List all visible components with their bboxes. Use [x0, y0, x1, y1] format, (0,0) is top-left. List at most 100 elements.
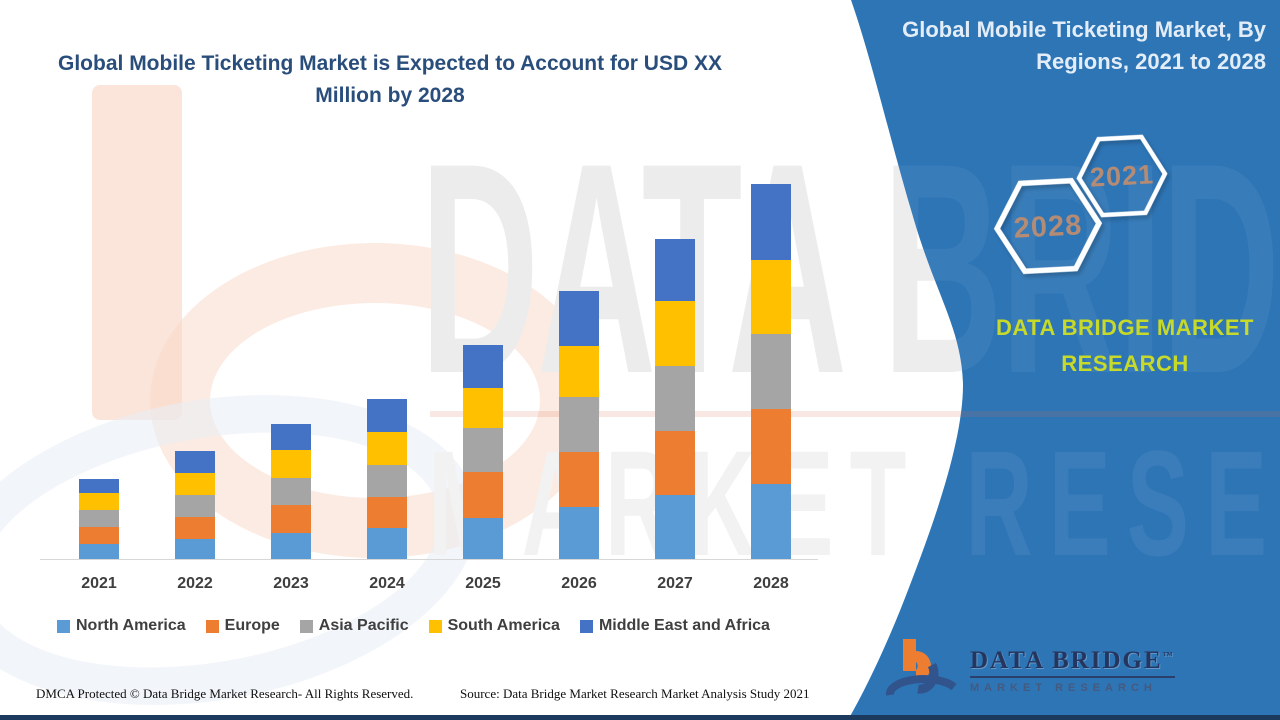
bar-segment-europe — [367, 497, 407, 528]
bar-segment-middle-east-and-africa — [79, 479, 119, 493]
legend-swatch-asia-pacific — [299, 619, 313, 633]
bar-segment-europe — [655, 431, 695, 495]
legend-item-europe: Europe — [205, 617, 280, 635]
legend-label-asia-pacific: Asia Pacific — [318, 617, 409, 634]
brand-name-line2: RESEARCH — [1061, 351, 1189, 376]
bar-segment-asia-pacific — [751, 334, 791, 409]
company-logo-text: DATA BRIDGE™ MARKET RESEARCH — [970, 647, 1175, 694]
brand-name-line1: DATA BRIDGE MARKET — [996, 315, 1254, 340]
panel-title: Global Mobile Ticketing Market, By Regio… — [846, 14, 1266, 78]
bar-segment-north-america — [367, 528, 407, 559]
bar-segment-south-america — [559, 346, 599, 397]
legend-label-north-america: North America — [76, 617, 186, 634]
x-axis-label-2024: 2024 — [369, 575, 405, 592]
bottom-border-bar — [0, 715, 1280, 720]
bar-segment-asia-pacific — [463, 428, 503, 472]
legend-item-middle-east-and-africa: Middle East and Africa — [579, 617, 770, 635]
bar-segment-north-america — [271, 533, 311, 559]
bar-segment-middle-east-and-africa — [655, 239, 695, 301]
hexagon-2028-label: 2028 — [1013, 209, 1083, 245]
x-axis-label-2021: 2021 — [81, 575, 117, 592]
bar-segment-middle-east-and-africa — [175, 451, 215, 473]
bar-segment-middle-east-and-africa — [751, 184, 791, 260]
bar-segment-north-america — [79, 544, 119, 559]
bar-2023 — [271, 424, 311, 559]
hexagon-2021 — [1076, 134, 1168, 218]
bar-2027 — [655, 239, 695, 559]
footer-dmca-text: DMCA Protected © Data Bridge Market Rese… — [36, 686, 414, 701]
bar-segment-south-america — [751, 260, 791, 334]
x-axis-label-2022: 2022 — [177, 575, 213, 592]
bar-segment-europe — [175, 517, 215, 539]
bar-segment-north-america — [559, 507, 599, 559]
bar-segment-europe — [79, 527, 119, 544]
bar-segment-middle-east-and-africa — [367, 399, 407, 432]
company-logo-title-text: DATA BRIDGE — [970, 646, 1163, 674]
footer-source-text: Source: Data Bridge Market Research Mark… — [460, 686, 810, 701]
chart-title-line2: Million by 2028 — [315, 84, 465, 107]
legend: North America Europe Asia Pacific South Ame… — [57, 617, 837, 635]
bar-segment-asia-pacific — [79, 510, 119, 527]
x-axis-label-2023: 2023 — [273, 575, 309, 592]
legend-label-middle-east-and-africa: Middle East and Africa — [598, 617, 770, 634]
hexagon-2021-label: 2021 — [1089, 159, 1155, 192]
bar-segment-north-america — [655, 495, 695, 559]
bar-segment-south-america — [175, 473, 215, 495]
hexagon-2028 — [993, 177, 1103, 275]
bar-2022 — [175, 451, 215, 559]
bar-segment-middle-east-and-africa — [271, 424, 311, 450]
bar-2025 — [463, 345, 503, 559]
legend-item-asia-pacific: Asia Pacific — [299, 617, 409, 635]
legend-swatch-south-america — [428, 619, 442, 633]
bar-segment-south-america — [79, 493, 119, 510]
year-hexagons: 2021 2028 — [993, 134, 1168, 275]
x-axis-label-2027: 2027 — [657, 575, 693, 592]
bar-segment-asia-pacific — [271, 478, 311, 505]
x-axis-label-2028: 2028 — [753, 575, 789, 592]
bar-segment-south-america — [463, 388, 503, 428]
company-logo-icon — [886, 639, 957, 696]
legend-item-north-america: North America — [57, 617, 186, 635]
bar-segment-europe — [271, 505, 311, 533]
bars-row — [79, 184, 791, 559]
bar-segment-south-america — [367, 432, 407, 465]
company-logo: DATA BRIDGE™ MARKET RESEARCH — [886, 634, 1246, 706]
panel-title-line1: Global Mobile Ticketing Market, By — [902, 17, 1266, 42]
bar-segment-asia-pacific — [175, 495, 215, 517]
bar-segment-europe — [559, 452, 599, 507]
bar-segment-asia-pacific — [367, 465, 407, 497]
bar-segment-north-america — [175, 539, 215, 559]
bar-segment-middle-east-and-africa — [559, 291, 599, 346]
bar-segment-europe — [463, 472, 503, 518]
bar-segment-asia-pacific — [559, 397, 599, 452]
legend-item-south-america: South America — [428, 617, 560, 635]
x-axis-label-2026: 2026 — [561, 575, 597, 592]
x-axis-line — [40, 559, 818, 560]
bar-2021 — [79, 479, 119, 559]
bar-segment-south-america — [271, 450, 311, 478]
watermark-underline-band — [430, 411, 1280, 417]
brand-name-text: DATA BRIDGE MARKET RESEARCH — [955, 310, 1280, 382]
x-axis-label-2025: 2025 — [465, 575, 501, 592]
bar-segment-asia-pacific — [655, 366, 695, 431]
bar-2026 — [559, 291, 599, 559]
legend-swatch-europe — [205, 619, 219, 633]
company-logo-title: DATA BRIDGE™ — [970, 647, 1175, 678]
legend-label-south-america: South America — [447, 617, 560, 634]
bar-segment-north-america — [751, 484, 791, 559]
bar-segment-europe — [751, 409, 791, 484]
bar-segment-middle-east-and-africa — [463, 345, 503, 388]
panel-title-line2: Regions, 2021 to 2028 — [1036, 49, 1266, 74]
legend-swatch-north-america — [57, 619, 70, 633]
x-axis-labels: 2021 2022 2023 2024 2025 2026 2027 2028 — [79, 575, 791, 593]
legend-label-europe: Europe — [224, 617, 280, 634]
bar-segment-south-america — [655, 301, 695, 366]
company-logo-subtitle: MARKET RESEARCH — [970, 681, 1157, 694]
bar-segment-north-america — [463, 518, 503, 559]
chart-title-line1: Global Mobile Ticketing Market is Expect… — [58, 52, 722, 75]
bar-2024 — [367, 399, 407, 559]
bar-2028 — [751, 184, 791, 559]
legend-swatch-middle-east-and-africa — [579, 619, 593, 633]
